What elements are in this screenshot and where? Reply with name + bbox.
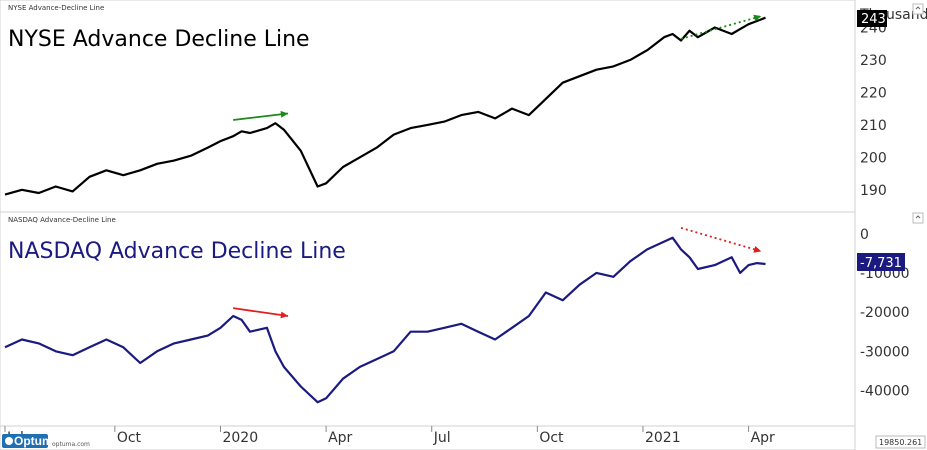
nyse-y-tick-label: 220 [860, 85, 887, 101]
nasdaq-series-line [4, 236, 766, 404]
top-panel-small-title: NYSE Advance-Decline Line [8, 4, 104, 12]
nyse-y-tick-label: 200 [860, 150, 887, 166]
optuma-logo: Optuma [2, 434, 60, 448]
nasdaq-trend-arrowhead-2 [753, 246, 762, 253]
nasdaq-trend-arrowhead-1 [280, 311, 289, 319]
top-panel-collapse-icon[interactable] [912, 3, 924, 15]
nyse-trend-arrow-2 [680, 15, 762, 40]
nasdaq-y-tick-label: -40000 [860, 383, 910, 399]
bottom-y-axis: 0-10000-20000-30000-40000 [860, 227, 910, 400]
footer-site: optuma.com [52, 441, 90, 448]
nyse-y-tick-label: 210 [860, 118, 887, 134]
x-tick-label: Apr [328, 430, 352, 446]
bottom-panel-title: NASDAQ Advance Decline Line [8, 239, 346, 264]
nyse-current-value: 243 [861, 12, 886, 27]
nyse-trend-arrowhead-1 [280, 110, 289, 118]
x-tick-label: Jul [433, 430, 451, 446]
nasdaq-current-value-badge: -7,731 [857, 253, 905, 271]
nyse-trend-arrow-1 [233, 112, 289, 121]
x-tick-label: 2021 [645, 430, 681, 446]
nyse-series-group [4, 16, 766, 196]
nasdaq-y-tick-label: 0 [860, 227, 869, 243]
logo-text: Optuma [14, 434, 60, 448]
x-tick-label: Apr [751, 430, 775, 446]
corner-value-box: 19850.261 [875, 435, 926, 449]
nasdaq-y-tick-label: -30000 [860, 344, 910, 360]
nyse-trend-arrowhead-2 [753, 14, 762, 22]
x-tick-label: Oct [117, 430, 142, 446]
bottom-panel-frame [0, 211, 856, 427]
nyse-y-tick-label: 230 [860, 53, 887, 69]
nyse-series-line [4, 16, 766, 196]
top-panel-frame [0, 0, 856, 213]
top-panel-title: NYSE Advance Decline Line [8, 27, 310, 52]
date-axis-strip [0, 425, 856, 450]
nyse-current-value-badge: 243 [857, 10, 887, 27]
x-tick-label: Oct [539, 430, 564, 446]
nasdaq-trend-arrow-2 [680, 227, 762, 253]
nyse-y-tick-label: 190 [860, 183, 887, 199]
bottom-panel-small-title: NASDAQ Advance-Decline Line [8, 216, 116, 224]
nasdaq-trend-arrow-1 [233, 307, 289, 317]
corner-value: 19850.261 [879, 438, 922, 447]
nasdaq-series-group [4, 236, 766, 404]
nasdaq-y-tick-label: -20000 [860, 305, 910, 321]
x-tick-label: 2020 [222, 430, 258, 446]
nasdaq-current-value: -7,731 [860, 256, 902, 271]
trend-arrows [233, 14, 762, 319]
date-axis: JulOct2020AprJulOct2021Apr [4, 426, 775, 446]
bottom-panel-collapse-icon[interactable] [912, 212, 924, 224]
